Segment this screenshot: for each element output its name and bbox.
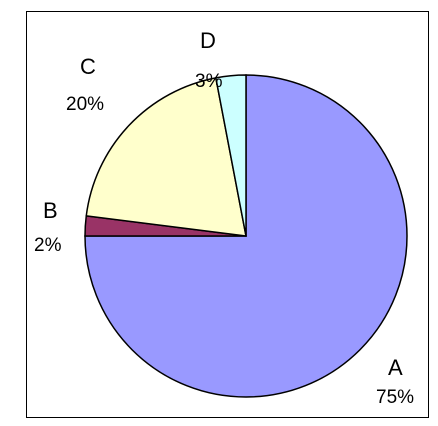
pie-slice-c: [85, 76, 247, 237]
slice-value-b: 2%: [34, 235, 62, 256]
pie-slice-d: [214, 74, 247, 237]
slice-label-d: D: [200, 28, 216, 53]
slice-label-a: A: [388, 355, 403, 380]
slice-label-c: C: [80, 54, 96, 79]
slice-value-c: 20%: [66, 94, 105, 115]
slice-value-d: 3%: [195, 71, 223, 92]
slice-value-a: 75%: [376, 387, 415, 408]
slice-label-b: B: [43, 198, 58, 223]
